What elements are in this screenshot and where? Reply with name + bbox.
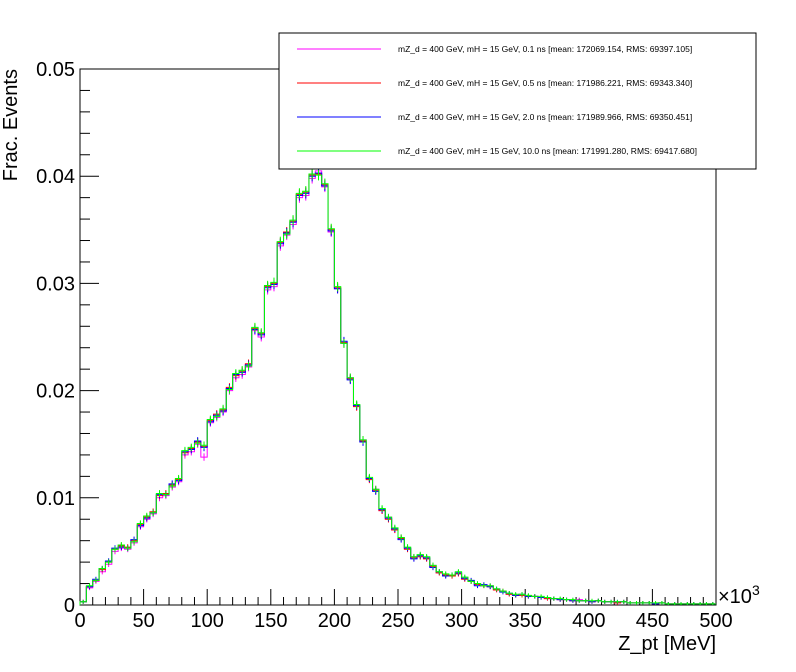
legend-entry-label: mZ_d = 400 GeV, mH = 15 GeV, 0.5 ns [mea… bbox=[398, 78, 692, 88]
y-tick-label: 0.04 bbox=[36, 166, 75, 188]
series-2-line bbox=[79, 172, 716, 605]
legend: mZ_d = 400 GeV, mH = 15 GeV, 0.1 ns [mea… bbox=[278, 32, 757, 170]
x-tick-label: 350 bbox=[509, 610, 542, 632]
x-tick-label: 500 bbox=[699, 610, 732, 632]
y-tick-label: 0.03 bbox=[36, 273, 75, 295]
series-3-line bbox=[79, 173, 716, 605]
series-1-line bbox=[79, 173, 716, 605]
legend-box bbox=[278, 32, 757, 170]
y-tick-label: 0.05 bbox=[36, 59, 75, 81]
series-2 bbox=[79, 167, 716, 605]
x-tick-label: 200 bbox=[318, 610, 351, 632]
x-tick-label: 250 bbox=[381, 610, 414, 632]
x-axis-ticks: 0 50 100 150 200 250 300 350 400 450 500 bbox=[74, 589, 733, 632]
x-tick-label: 100 bbox=[191, 610, 224, 632]
series-layer bbox=[79, 165, 716, 605]
y-tick-label: 0 bbox=[64, 595, 75, 617]
legend-entry-label: mZ_d = 400 GeV, mH = 15 GeV, 2.0 ns [mea… bbox=[398, 112, 692, 122]
legend-entry-label: mZ_d = 400 GeV, mH = 15 GeV, 0.1 ns [mea… bbox=[398, 44, 692, 54]
x-tick-label: 450 bbox=[636, 610, 669, 632]
x-axis-multiplier: ×103 bbox=[718, 582, 760, 608]
y-tick-label: 0.01 bbox=[36, 488, 75, 510]
x-tick-label: 400 bbox=[572, 610, 605, 632]
x-axis-multiplier-exponent: 3 bbox=[752, 582, 760, 598]
y-axis-ticks: 0 0.01 0.02 0.03 0.04 0.05 bbox=[36, 59, 99, 617]
series-3 bbox=[79, 168, 716, 605]
x-tick-label: 50 bbox=[132, 610, 154, 632]
legend-entry-label: mZ_d = 400 GeV, mH = 15 GeV, 10.0 ns [me… bbox=[398, 146, 697, 156]
x-tick-label: 300 bbox=[445, 610, 478, 632]
y-tick-label: 0.02 bbox=[36, 381, 75, 403]
y-axis-title: Frac. Events bbox=[0, 69, 22, 181]
x-axis-multiplier-base: ×10 bbox=[718, 586, 752, 608]
x-tick-label: 0 bbox=[74, 610, 85, 632]
x-tick-label: 150 bbox=[254, 610, 287, 632]
x-axis-title: Z_pt [MeV] bbox=[618, 633, 716, 655]
